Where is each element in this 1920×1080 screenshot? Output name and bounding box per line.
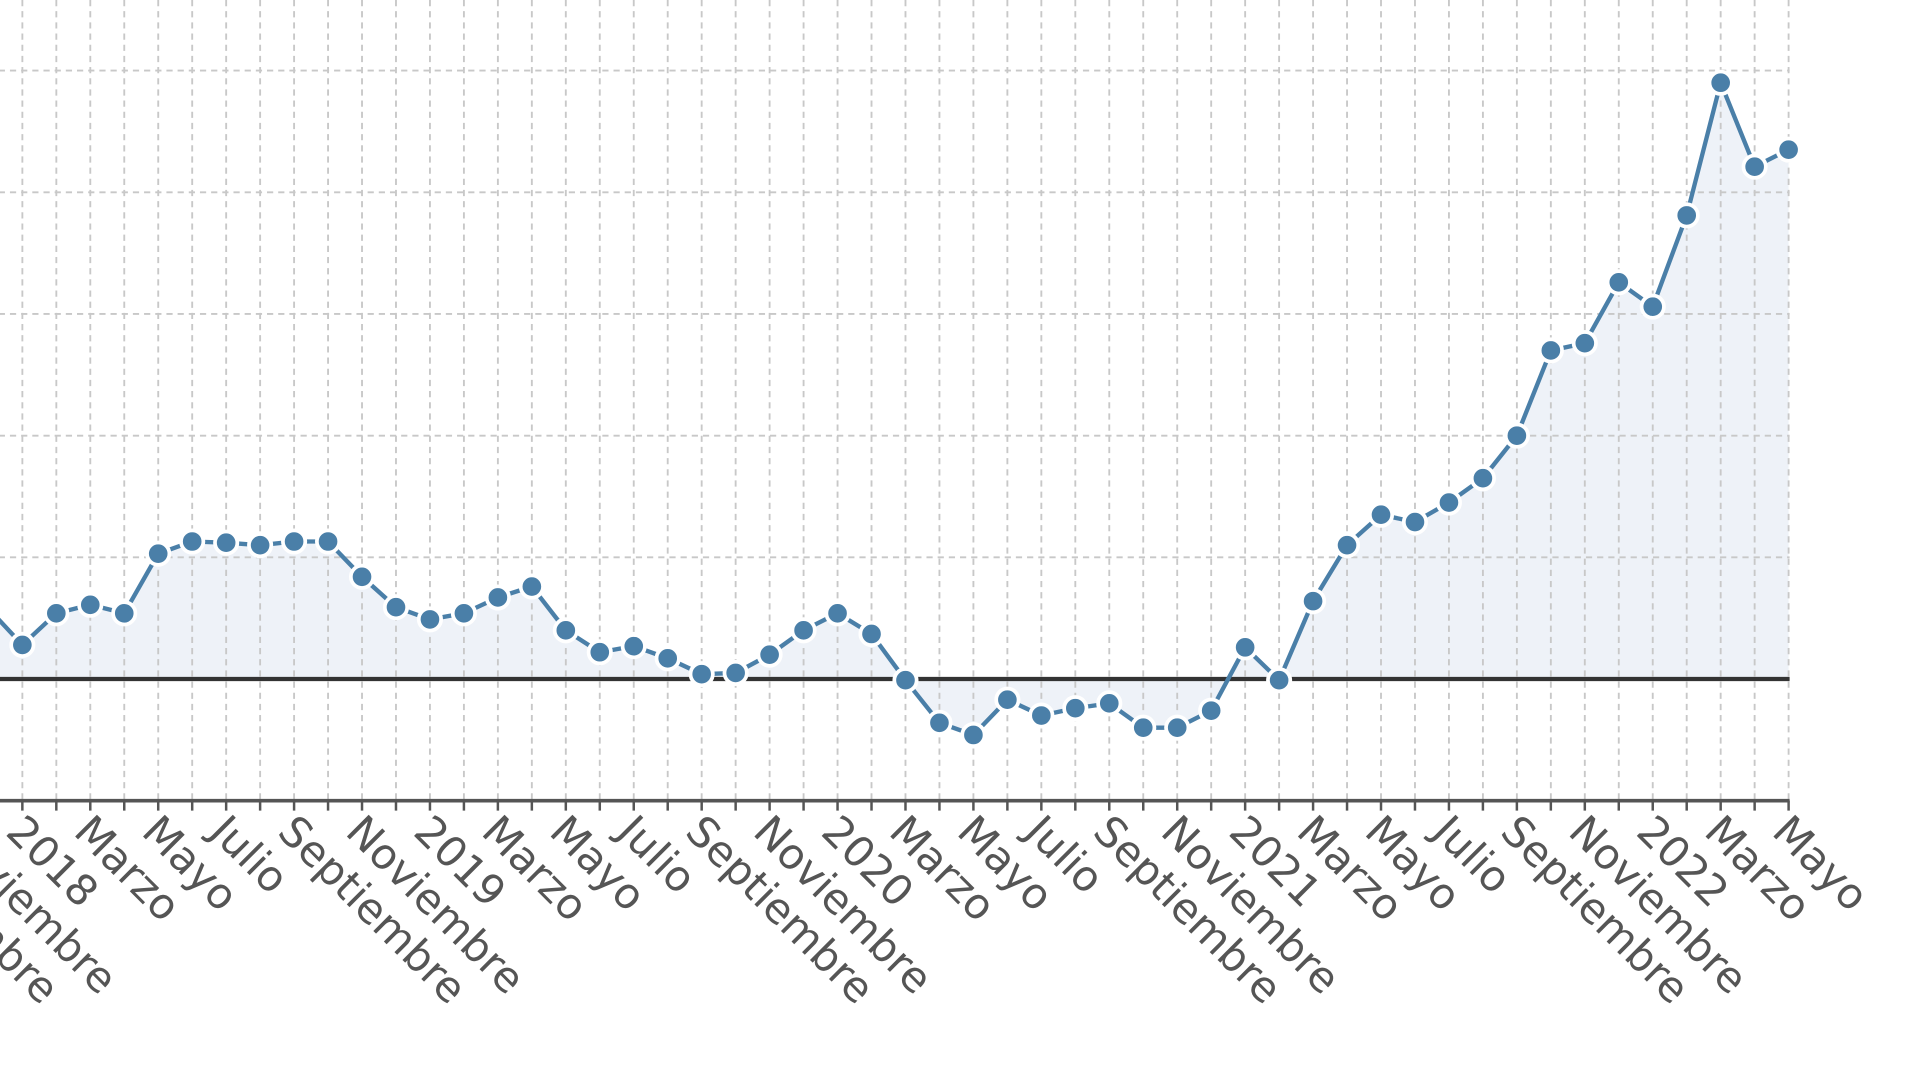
data-point [315, 528, 342, 555]
data-point [960, 721, 987, 749]
data-point [450, 600, 477, 627]
data-point [213, 529, 240, 556]
data-point [484, 584, 511, 611]
data-point [1537, 337, 1564, 364]
data-point [179, 528, 206, 555]
data-point [382, 594, 410, 621]
data-point [9, 631, 36, 658]
data-point [1367, 501, 1395, 528]
data-point [790, 617, 817, 644]
data-point [348, 563, 376, 590]
data-point [1266, 667, 1293, 694]
data-point [43, 600, 70, 627]
data-point [1164, 714, 1191, 741]
data-point [552, 617, 579, 644]
data-point [756, 641, 783, 668]
data-point [654, 645, 681, 672]
data-point [1028, 702, 1055, 729]
data-point [1435, 489, 1462, 516]
data-point [1741, 153, 1768, 180]
data-point [586, 639, 613, 666]
data-point [111, 600, 138, 627]
data-point [824, 600, 851, 627]
data-point [77, 591, 104, 618]
data-point [1232, 634, 1259, 661]
data-point [1503, 422, 1530, 449]
data-point [1401, 508, 1429, 536]
data-point [892, 667, 919, 694]
area [0, 82, 1789, 735]
data-point [722, 659, 749, 686]
data-point [1639, 293, 1666, 320]
data-point [1198, 697, 1225, 724]
data-point [926, 709, 953, 736]
data-point [1673, 202, 1700, 229]
data-point [1775, 136, 1802, 163]
data-point [1571, 330, 1598, 357]
data-point [1469, 465, 1496, 492]
data-point [1300, 588, 1327, 615]
data-point [416, 606, 443, 633]
data-point [1605, 269, 1632, 296]
data-point [1707, 69, 1734, 96]
data-point [247, 532, 274, 559]
data-point [994, 686, 1021, 713]
data-point [688, 661, 715, 688]
data-point [1130, 714, 1157, 741]
data-point [858, 620, 885, 648]
data-point [1062, 695, 1089, 722]
data-point [1096, 690, 1123, 717]
data-point [1334, 532, 1361, 559]
data-point [620, 633, 647, 660]
data-point [281, 528, 308, 555]
data-point [145, 540, 172, 567]
data-point [518, 573, 545, 600]
